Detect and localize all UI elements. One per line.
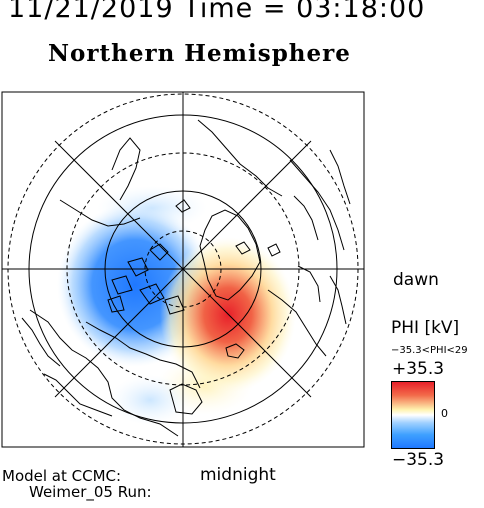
dawn-label: dawn xyxy=(393,270,439,290)
coastlines xyxy=(21,119,351,437)
run-label: Weimer_05 Run: xyxy=(29,483,152,501)
midnight-label: midnight xyxy=(200,465,276,485)
legend-quantity-label: PHI [kV] xyxy=(391,318,460,338)
legend-min-label: −35.3 xyxy=(392,450,445,470)
colorbar xyxy=(391,381,435,449)
legend-range-text: −35.3<PHI<29 xyxy=(391,345,468,356)
meridians xyxy=(2,92,364,447)
legend-zero-label: 0 xyxy=(441,407,448,420)
page-title: 11/21/2019 Time = 03:18:00 xyxy=(8,0,426,24)
potential-pattern xyxy=(57,186,296,425)
model-label: Model at CCMC: xyxy=(2,467,122,485)
hemisphere-title: Northern Hemisphere xyxy=(48,40,351,67)
legend-max-label: +35.3 xyxy=(392,359,445,379)
